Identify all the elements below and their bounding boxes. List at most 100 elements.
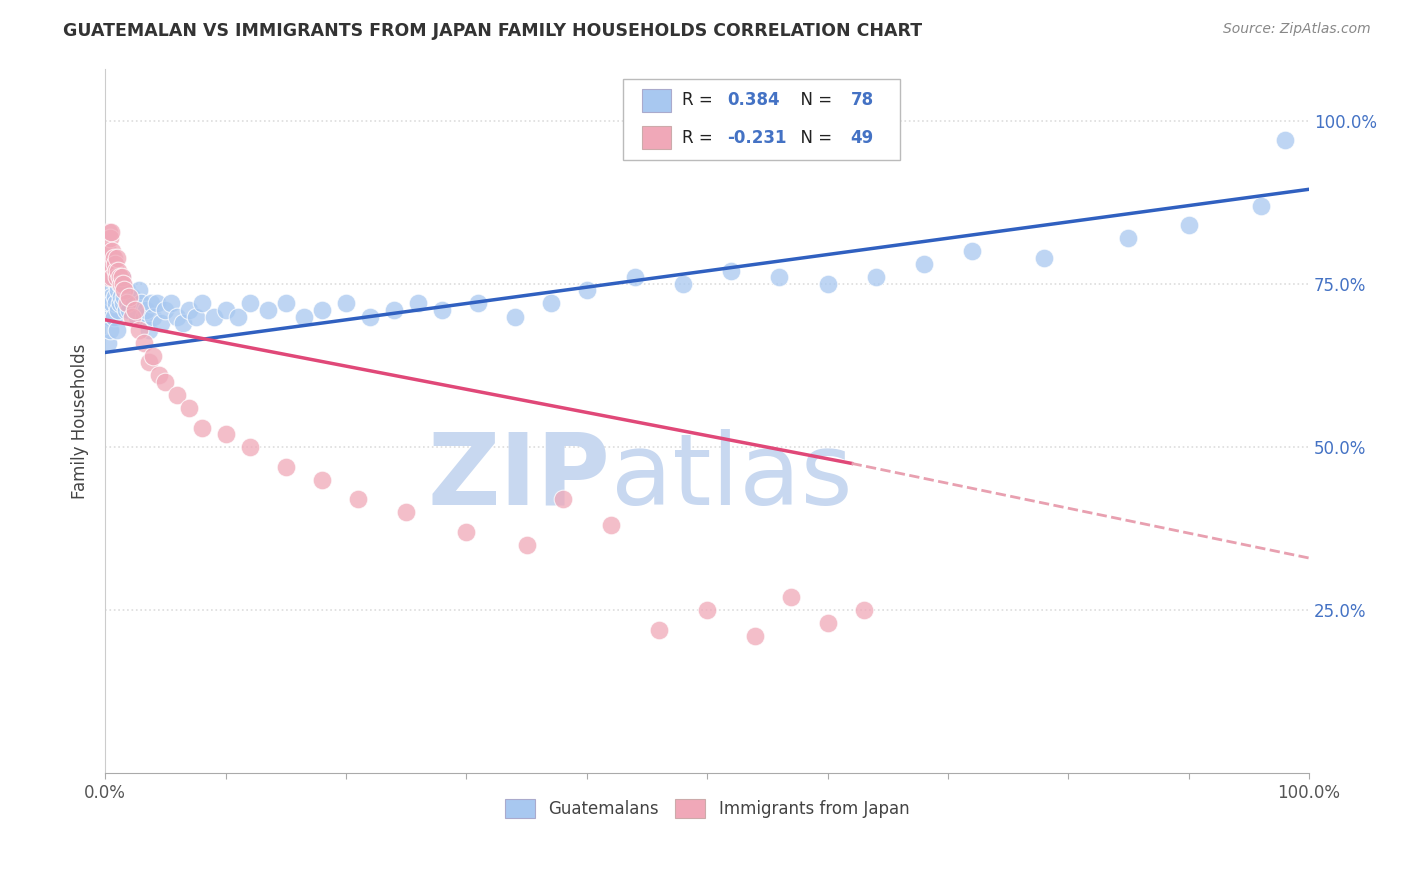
- Point: [292, 310, 315, 324]
- Point: [780, 591, 803, 605]
- Point: [107, 303, 129, 318]
- Text: N =: N =: [790, 128, 838, 146]
- Point: [105, 296, 128, 310]
- Point: [128, 323, 150, 337]
- Point: [1033, 251, 1056, 265]
- Point: [110, 290, 132, 304]
- Point: [128, 284, 150, 298]
- Point: [103, 251, 125, 265]
- Point: [599, 518, 621, 533]
- Point: [121, 290, 143, 304]
- Point: [149, 316, 172, 330]
- Text: N =: N =: [790, 91, 838, 109]
- Point: [132, 310, 155, 324]
- Point: [406, 296, 429, 310]
- Text: atlas: atlas: [610, 429, 852, 526]
- Point: [160, 296, 183, 310]
- Text: -0.231: -0.231: [728, 128, 787, 146]
- Point: [107, 264, 129, 278]
- FancyBboxPatch shape: [643, 127, 671, 149]
- Point: [135, 303, 157, 318]
- Point: [1274, 133, 1296, 147]
- Point: [105, 270, 128, 285]
- Point: [274, 459, 297, 474]
- Point: [105, 264, 128, 278]
- Point: [100, 277, 122, 291]
- Point: [166, 388, 188, 402]
- Point: [139, 296, 162, 310]
- Point: [503, 310, 526, 324]
- Point: [97, 310, 120, 324]
- Point: [768, 270, 790, 285]
- Point: [115, 296, 138, 310]
- Point: [696, 603, 718, 617]
- FancyBboxPatch shape: [643, 89, 671, 112]
- Point: [184, 310, 207, 324]
- Point: [114, 284, 136, 298]
- Point: [239, 296, 262, 310]
- Text: 78: 78: [851, 91, 873, 109]
- Point: [648, 623, 671, 637]
- Point: [138, 323, 160, 337]
- Point: [551, 492, 574, 507]
- Point: [148, 368, 170, 383]
- Point: [744, 629, 766, 643]
- Point: [155, 375, 177, 389]
- Point: [111, 270, 134, 285]
- Point: [179, 303, 201, 318]
- Point: [382, 303, 405, 318]
- Point: [347, 492, 370, 507]
- Point: [131, 296, 153, 310]
- Text: R =: R =: [682, 91, 718, 109]
- Point: [432, 303, 454, 318]
- Point: [97, 225, 120, 239]
- Point: [105, 277, 128, 291]
- Point: [104, 264, 127, 278]
- Point: [672, 277, 695, 291]
- Point: [108, 296, 131, 310]
- Point: [103, 310, 125, 324]
- Point: [100, 290, 122, 304]
- Point: [214, 427, 236, 442]
- Point: [624, 270, 647, 285]
- Point: [395, 505, 418, 519]
- Point: [111, 270, 134, 285]
- Point: [114, 303, 136, 318]
- Legend: Guatemalans, Immigrants from Japan: Guatemalans, Immigrants from Japan: [498, 792, 917, 825]
- Point: [100, 225, 122, 239]
- Point: [155, 303, 177, 318]
- Point: [98, 323, 121, 337]
- Point: [103, 270, 125, 285]
- Text: R =: R =: [682, 128, 718, 146]
- Point: [108, 277, 131, 291]
- Point: [125, 310, 148, 324]
- Point: [516, 538, 538, 552]
- Point: [817, 616, 839, 631]
- Point: [97, 335, 120, 350]
- Point: [132, 335, 155, 350]
- Point: [112, 296, 135, 310]
- Point: [104, 257, 127, 271]
- Point: [112, 277, 135, 291]
- Point: [121, 310, 143, 324]
- Point: [202, 310, 225, 324]
- Point: [359, 310, 381, 324]
- Point: [172, 316, 194, 330]
- Point: [107, 284, 129, 298]
- Point: [110, 277, 132, 291]
- Point: [335, 296, 357, 310]
- Point: [108, 270, 131, 285]
- Point: [100, 257, 122, 271]
- Point: [98, 296, 121, 310]
- Point: [101, 257, 124, 271]
- Point: [117, 296, 139, 310]
- Point: [146, 296, 169, 310]
- Point: [97, 270, 120, 285]
- Point: [115, 284, 138, 298]
- Text: GUATEMALAN VS IMMIGRANTS FROM JAPAN FAMILY HOUSEHOLDS CORRELATION CHART: GUATEMALAN VS IMMIGRANTS FROM JAPAN FAMI…: [63, 22, 922, 40]
- Point: [214, 303, 236, 318]
- Point: [124, 303, 146, 318]
- Text: 49: 49: [851, 128, 873, 146]
- Point: [256, 303, 278, 318]
- FancyBboxPatch shape: [623, 79, 900, 161]
